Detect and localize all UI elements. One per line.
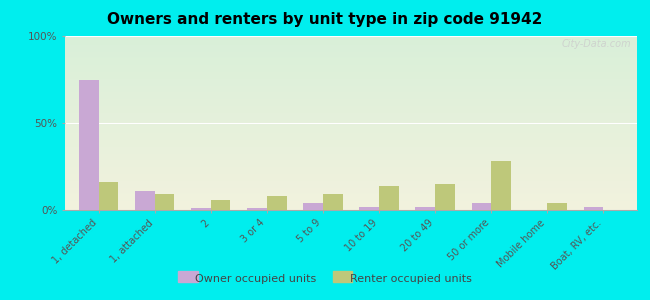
Bar — [584, 206, 603, 210]
Bar — [191, 208, 211, 210]
Bar — [155, 194, 174, 210]
Bar — [99, 182, 118, 210]
Bar — [379, 186, 398, 210]
Bar — [547, 203, 567, 210]
Text: City-Data.com: City-Data.com — [562, 40, 631, 50]
Bar — [267, 196, 287, 210]
Text: Owners and renters by unit type in zip code 91942: Owners and renters by unit type in zip c… — [107, 12, 543, 27]
Bar — [359, 206, 379, 210]
Bar — [415, 206, 435, 210]
Legend: Owner occupied units, Renter occupied units: Owner occupied units, Renter occupied un… — [174, 269, 476, 288]
Bar — [323, 194, 343, 210]
Bar — [211, 200, 231, 210]
Bar — [79, 80, 99, 210]
Bar — [471, 203, 491, 210]
Bar — [304, 203, 323, 210]
Bar — [435, 184, 455, 210]
Bar — [247, 208, 267, 210]
Bar — [135, 191, 155, 210]
Bar — [491, 161, 511, 210]
